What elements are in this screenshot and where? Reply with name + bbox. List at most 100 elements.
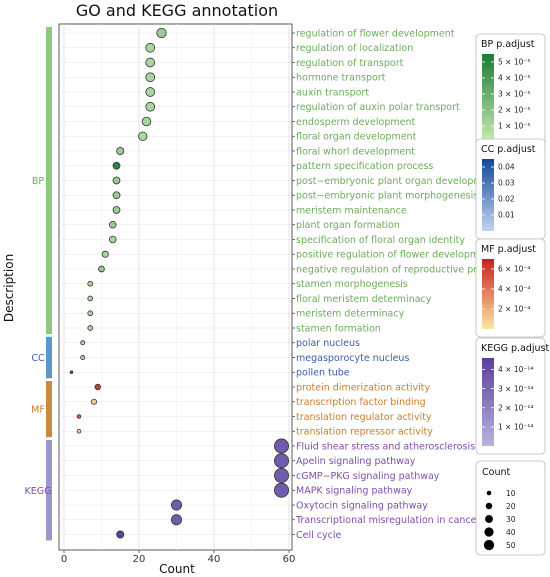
term-label: Transcriptional misregulation in cancer <box>295 515 481 526</box>
term-label: MAPK signaling pathway <box>296 486 413 497</box>
point <box>145 87 156 97</box>
legend-bp: BP p.adjust 5 × 10⁻⁵ 4 × 10⁻⁵ 3 × 10⁻⁵ 2 × 1… <box>475 33 546 151</box>
point <box>112 176 121 185</box>
data-points <box>69 27 289 539</box>
legend-tick-label: 5 × 10⁻⁵ <box>498 58 530 67</box>
point <box>76 428 82 434</box>
term-label: plant organ formation <box>296 220 400 231</box>
point <box>145 72 156 83</box>
group-side-bars: BP CC MF KEGG <box>25 27 52 541</box>
group-bar-kegg <box>46 440 52 541</box>
legend-mf: MF p.adjust 6 × 10⁻⁴ 4 × 10⁻⁴ 2 × 10⁻⁴ <box>475 238 546 338</box>
legend-tick-label: 1 × 10⁻⁵ <box>498 122 530 131</box>
point <box>138 131 148 141</box>
point <box>90 398 98 405</box>
point <box>108 235 117 244</box>
legend-color-bar <box>482 54 494 142</box>
term-label: auxin transport <box>296 87 369 98</box>
legend-color-bar <box>482 259 494 329</box>
point <box>145 57 156 68</box>
legend-tick-label: 4 × 10⁻⁵ <box>498 74 530 83</box>
point <box>156 27 167 39</box>
term-label: stamen formation <box>296 323 381 334</box>
term-label: regulation of transport <box>296 58 404 69</box>
legend-color-bar <box>482 159 494 231</box>
point <box>94 383 101 391</box>
legend-tick-label: 1 × 10⁻¹⁴ <box>498 423 533 432</box>
term-label: pollen tube <box>296 368 350 379</box>
size-legend-dot <box>483 539 495 551</box>
size-legend-label: 50 <box>506 541 516 550</box>
point <box>87 310 94 317</box>
point <box>116 530 125 539</box>
point <box>101 250 109 258</box>
term-label: negative regulation of reproductive proc… <box>296 264 504 275</box>
term-label: floral organ development <box>296 132 417 143</box>
point <box>80 355 86 360</box>
term-label: Cell cycle <box>296 530 341 541</box>
legend-title: Count <box>482 467 510 478</box>
legend-title: BP p.adjust <box>481 39 535 50</box>
x-tick-label: 20 <box>133 554 146 565</box>
size-legend-label: 40 <box>506 528 516 537</box>
chart-title: GO and KEGG annotation <box>76 1 278 20</box>
term-label: endosperm development <box>296 117 415 128</box>
legend-count: Count 10 20 30 40 50 <box>475 460 546 556</box>
legend-tick-label: 2 × 10⁻⁵ <box>498 106 530 115</box>
term-label: post−embryonic plant organ development <box>296 176 498 187</box>
legend-tick-label: 0.03 <box>498 179 515 188</box>
point <box>87 280 94 287</box>
term-label: hormone transport <box>296 73 386 84</box>
legends: BP p.adjust 5 × 10⁻⁵ 4 × 10⁻⁵ 3 × 10⁻⁵ 2 × 1… <box>475 33 549 556</box>
point <box>171 514 182 526</box>
term-label: regulation of auxin polar transport <box>296 102 460 113</box>
x-tick-label: 0 <box>61 554 67 565</box>
point <box>98 265 105 273</box>
size-legend-dot <box>486 490 492 496</box>
x-tick-label: 40 <box>208 554 221 565</box>
legend-title: KEGG p.adjust <box>481 343 549 354</box>
term-label: polar nucleus <box>296 338 360 349</box>
term-label: megasporocyte nucleus <box>296 353 409 364</box>
group-bar-bp <box>46 27 52 334</box>
group-label-cc: CC <box>31 353 45 364</box>
plot-panel <box>58 23 293 551</box>
legend-cc: CC p.adjust 0.04 0.03 0.02 0.01 <box>475 138 546 240</box>
term-label: specification of floral organ identity <box>296 235 465 246</box>
term-label: meristem determinacy <box>296 309 405 320</box>
term-label: Apelin signaling pathway <box>296 456 416 467</box>
point <box>80 340 86 346</box>
point <box>108 220 117 229</box>
point <box>171 499 182 511</box>
size-legend-label: 10 <box>506 489 516 498</box>
point <box>112 206 121 214</box>
point <box>141 116 152 127</box>
point <box>69 370 74 374</box>
term-label: translation repressor activity <box>296 427 433 438</box>
legend-tick-label: 2 × 10⁻¹⁴ <box>498 403 533 412</box>
legend-tick-label: 3 × 10⁻¹⁴ <box>498 384 533 393</box>
size-legend-dot <box>485 502 493 510</box>
x-axis: 0 20 40 60 <box>61 550 296 565</box>
point <box>87 325 94 331</box>
point <box>116 146 125 156</box>
y-axis-label: Description <box>2 254 16 322</box>
point <box>274 438 289 454</box>
term-label: cGMP−PKG signaling pathway <box>296 471 440 482</box>
legend-tick-label: 4 × 10⁻¹⁴ <box>498 365 533 374</box>
x-tick-label: 60 <box>283 554 296 565</box>
grid-lines <box>59 24 292 550</box>
legend-kegg: KEGG p.adjust 4 × 10⁻¹⁴ 3 × 10⁻¹⁴ 2 × 10⁻¹⁴… <box>475 337 549 455</box>
legend-tick-label: 3 × 10⁻⁵ <box>498 90 530 99</box>
point <box>145 42 156 53</box>
point <box>76 414 82 419</box>
term-label: regulation of localization <box>296 43 413 54</box>
legend-title: MF p.adjust <box>481 244 536 255</box>
legend-tick-label: 2 × 10⁻⁴ <box>498 305 530 314</box>
term-label: transcription factor binding <box>296 397 426 408</box>
legend-tick-label: 4 × 10⁻⁴ <box>498 285 530 294</box>
point <box>274 453 289 469</box>
term-label: pattern specification process <box>296 161 433 172</box>
term-label: regulation of flower development <box>296 28 455 39</box>
term-label: meristem maintenance <box>296 205 407 216</box>
